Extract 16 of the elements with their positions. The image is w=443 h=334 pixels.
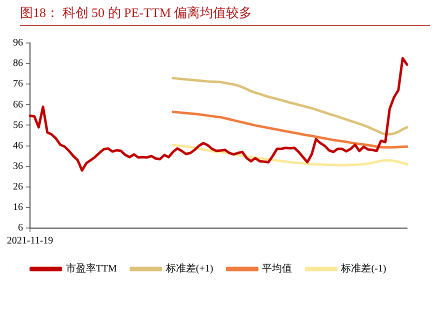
chart-title: 图18： 科创 50 的 PE-TTM 偏离均值较多 bbox=[20, 4, 252, 22]
y-tick-label: 66 bbox=[13, 99, 23, 110]
y-tick-label: 26 bbox=[13, 182, 23, 193]
y-tick-label: 56 bbox=[13, 120, 23, 131]
legend-label: 市盈率TTM bbox=[66, 262, 118, 275]
y-tick-label: 6 bbox=[18, 222, 23, 234]
legend-label: 平均值 bbox=[262, 262, 292, 275]
legend-label: 标准差(+1) bbox=[164, 262, 214, 275]
y-tick-label: 86 bbox=[13, 58, 23, 70]
y-tick-label: 96 bbox=[13, 38, 23, 49]
y-tick-label: 36 bbox=[13, 160, 23, 172]
y-tick-label: 46 bbox=[13, 140, 23, 152]
y-tick-label: 76 bbox=[13, 78, 23, 90]
x-tick-label: 2021-11-19 bbox=[6, 236, 54, 247]
legend-label: 标准差(-1) bbox=[340, 262, 386, 275]
y-tick-label: 16 bbox=[13, 202, 23, 214]
